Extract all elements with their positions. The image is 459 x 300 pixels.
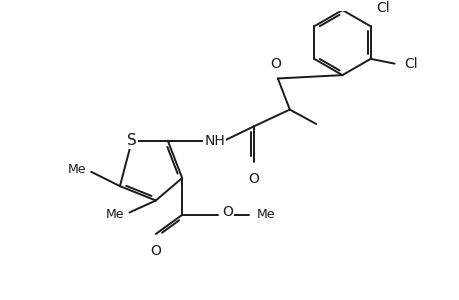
- Text: Me: Me: [68, 163, 86, 176]
- Text: Me: Me: [256, 208, 274, 221]
- Text: O: O: [150, 244, 161, 258]
- Text: Cl: Cl: [375, 1, 389, 15]
- Text: S: S: [127, 133, 136, 148]
- Text: NH: NH: [204, 134, 224, 148]
- Text: O: O: [221, 206, 232, 220]
- Text: Cl: Cl: [403, 57, 417, 70]
- Text: O: O: [248, 172, 259, 186]
- Text: O: O: [269, 57, 280, 71]
- Text: Me: Me: [106, 208, 124, 221]
